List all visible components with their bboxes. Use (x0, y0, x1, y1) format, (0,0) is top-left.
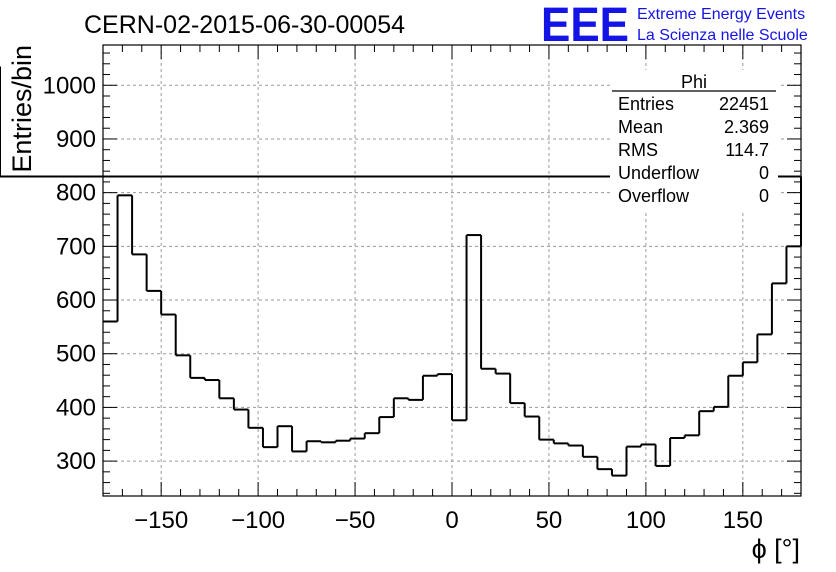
chart-title: CERN-02-2015-06-30-00054 (84, 11, 405, 39)
stats-value: 2.369 (724, 117, 769, 137)
x-tick-label: 100 (626, 507, 666, 534)
stats-label: Overflow (618, 186, 690, 206)
stats-value: 22451 (719, 94, 769, 114)
stats-box-title: Phi (681, 72, 707, 92)
stats-label: RMS (618, 140, 658, 160)
plot-frame (102, 44, 802, 497)
x-tick-label: −100 (231, 507, 285, 534)
stats-value: 114.7 (725, 140, 769, 160)
eee-logo-line2: La Scienza nelle Scuole (637, 27, 808, 44)
y-tick-label: 1000 (43, 72, 96, 99)
stats-value: 0 (759, 163, 769, 183)
y-tick-label: 500 (56, 341, 96, 368)
x-tick-label: 50 (536, 507, 563, 534)
stats-box-background (610, 70, 778, 210)
stats-value: 0 (759, 186, 769, 206)
y-tick-label: 700 (56, 233, 96, 260)
y-tick-label: 600 (56, 287, 96, 314)
x-tick-label: −50 (335, 507, 376, 534)
x-axis-label: ϕ [°] (752, 534, 800, 564)
stats-box: Phi Entries 22451 Mean 2.369 RMS 114.7 Underfl… (610, 70, 778, 210)
stats-label: Entries (618, 94, 674, 114)
x-tick-label: −150 (134, 507, 188, 534)
y-tick-label: 900 (56, 126, 96, 153)
y-tick-label: 800 (56, 180, 96, 207)
y-tick-labels: 300 400 500 600 700 800 900 1000 (43, 72, 96, 475)
eee-logo-mark: EEE (541, 0, 629, 52)
y-axis-label: Entries/bin (7, 45, 37, 173)
eee-logo: EEE Extreme Energy Events La Scienza nel… (541, 0, 808, 52)
x-tick-labels: −150 −100 −50 0 50 100 150 (134, 507, 763, 534)
x-tick-label: 150 (723, 507, 763, 534)
stats-label: Mean (618, 117, 663, 137)
y-tick-label: 300 (56, 448, 96, 475)
axis-ticks (102, 45, 802, 496)
x-tick-label: 0 (445, 507, 458, 534)
stats-rows: Entries 22451 Mean 2.369 RMS 114.7 Underflow 0 O… (618, 94, 769, 206)
y-tick-label: 400 (56, 394, 96, 421)
eee-logo-line1: Extreme Energy Events (637, 6, 805, 23)
stats-label: Underflow (618, 163, 700, 183)
